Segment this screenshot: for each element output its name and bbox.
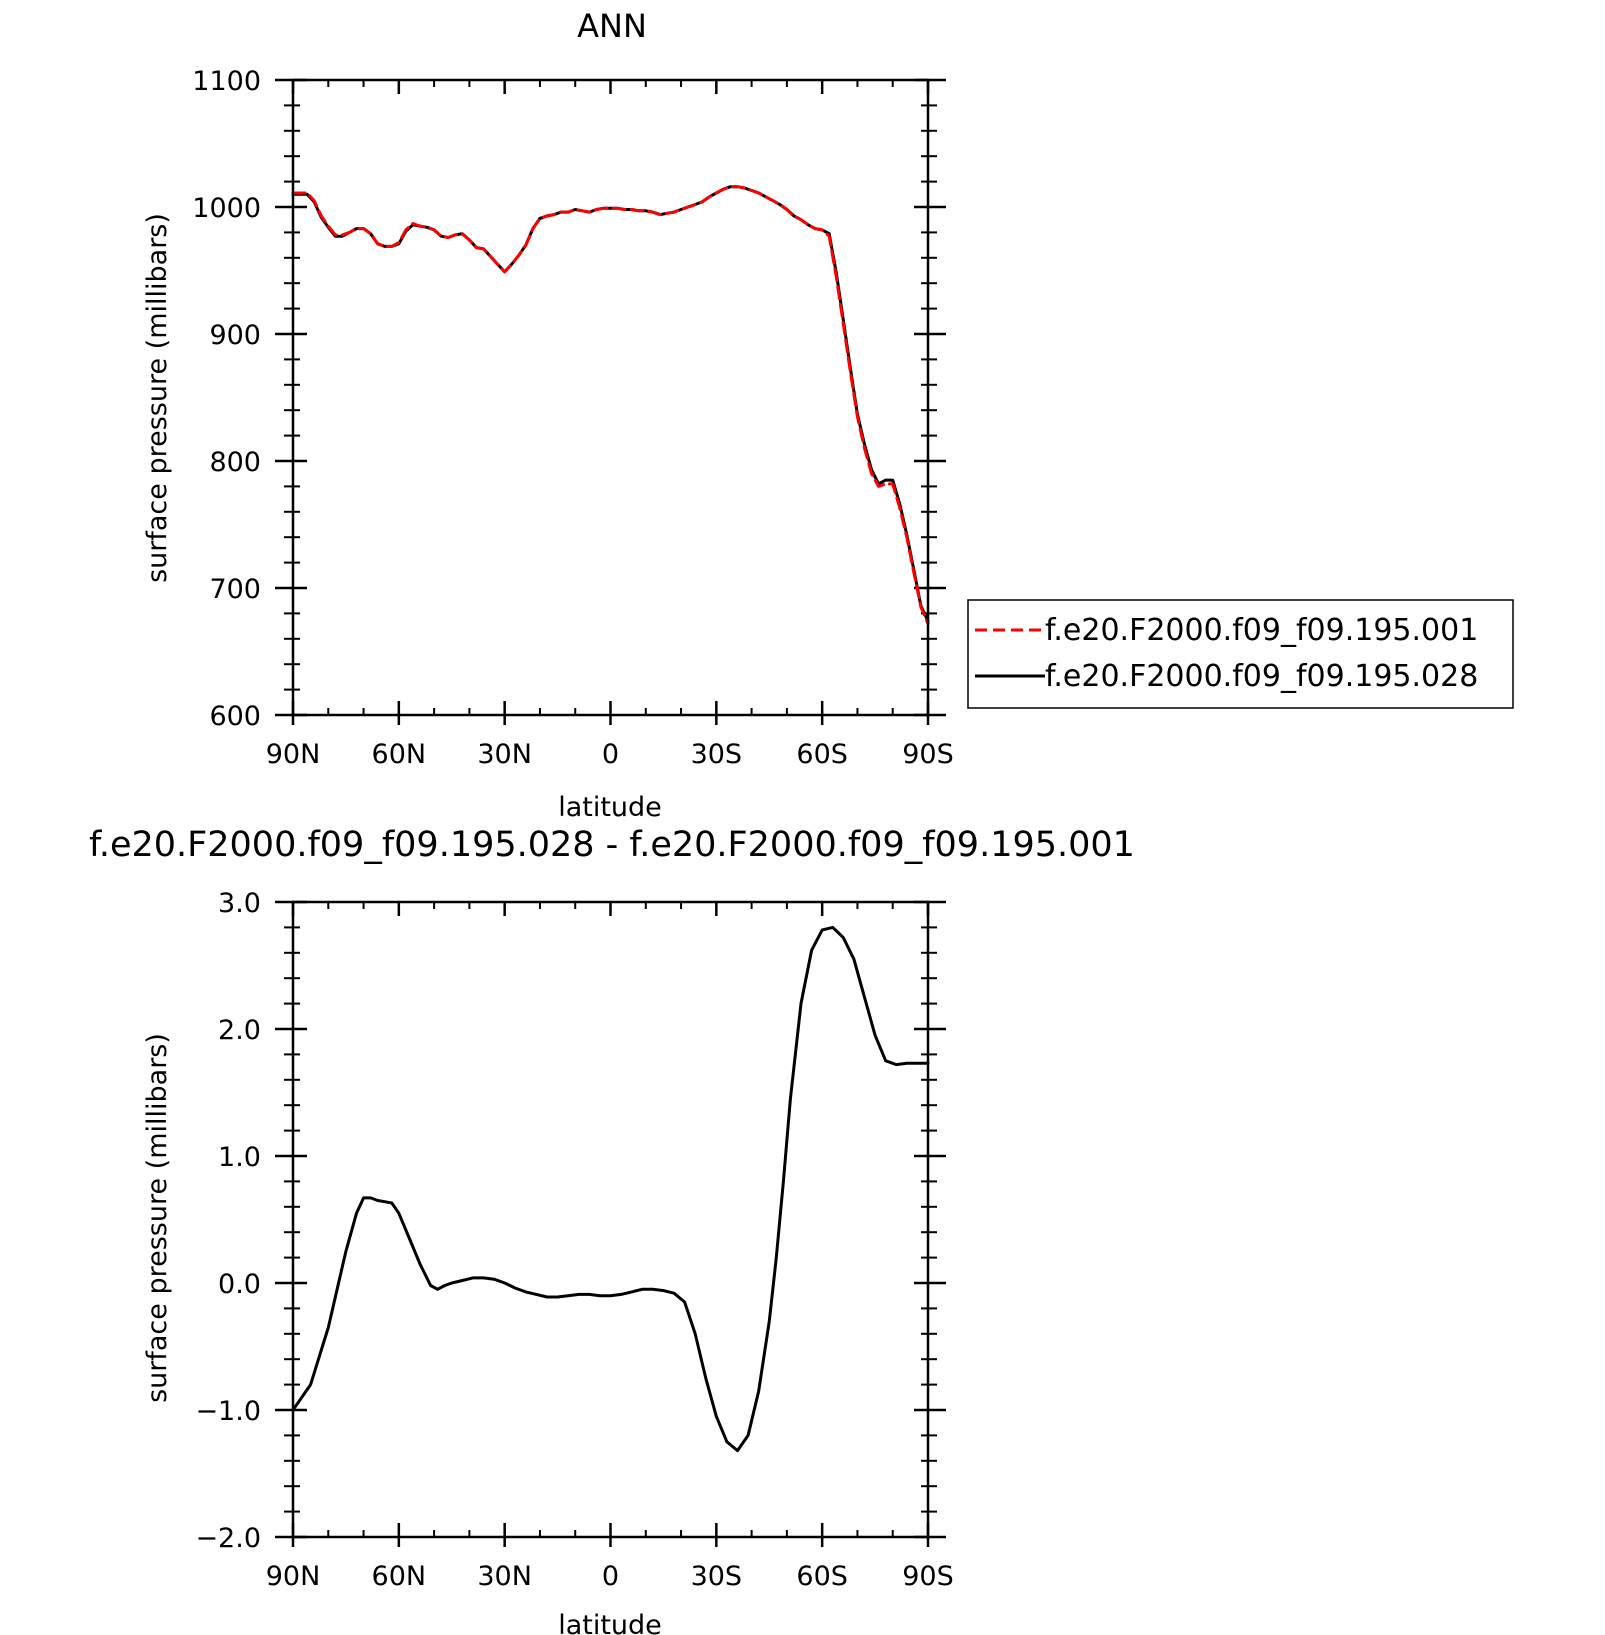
bottom-chart-lines — [291, 925, 930, 1453]
top-x-tick-label: 60S — [796, 739, 848, 770]
top-x-tick-label: 0 — [602, 739, 619, 770]
bottom-y-tick-label: 2.0 — [218, 1015, 261, 1046]
bottom-series-line-1 — [291, 925, 930, 1453]
bottom-y-tick-label: −1.0 — [195, 1396, 261, 1427]
top-y-tick-label: 600 — [209, 701, 261, 732]
top-chart-x-axis-label: latitude — [558, 792, 662, 823]
bottom-x-tick-label: 30N — [477, 1561, 532, 1592]
top-chart-x-tick-labels: 90N 60N 30N 0 30S 60S 90S — [266, 739, 954, 770]
bottom-x-tick-label: 90S — [902, 1561, 954, 1592]
bottom-x-tick-label: 0 — [602, 1561, 619, 1592]
bottom-y-tick-label: 3.0 — [218, 888, 261, 919]
bottom-y-tick-label: 0.0 — [218, 1269, 261, 1300]
top-y-tick-label: 900 — [209, 320, 261, 351]
bottom-x-tick-label: 60N — [372, 1561, 427, 1592]
top-chart-y-axis-label: surface pressure (millibars) — [142, 213, 173, 583]
top-x-tick-label: 90N — [266, 739, 321, 770]
bottom-chart-y-axis-label: surface pressure (millibars) — [142, 1033, 173, 1403]
legend-entry-series-1: f.e20.F2000.f09_f09.195.001 — [1045, 613, 1478, 648]
top-chart-title: ANN — [577, 7, 647, 45]
top-x-tick-label: 30N — [477, 739, 532, 770]
top-series-line-1 — [291, 185, 930, 626]
top-y-tick-label: 800 — [209, 447, 261, 478]
legend: f.e20.F2000.f09_f09.195.001 f.e20.F2000.… — [967, 599, 1514, 709]
top-chart: ANN 90N 60N 30N 0 30S 60S 90S 600 700 800 900 1000… — [142, 7, 954, 823]
bottom-chart: f.e20.F2000.f09_f09.195.028 - f.e20.F200… — [89, 825, 1135, 1635]
bottom-chart-title: f.e20.F2000.f09_f09.195.028 - f.e20.F200… — [89, 825, 1135, 865]
bottom-x-tick-label: 30S — [691, 1561, 743, 1592]
bottom-chart-x-tick-labels: 90N 60N 30N 0 30S 60S 90S — [266, 1561, 954, 1592]
top-x-tick-label: 30S — [691, 739, 743, 770]
bottom-x-tick-label: 60S — [796, 1561, 848, 1592]
top-chart-plot-frame — [291, 78, 930, 717]
bottom-chart-y-tick-labels: −2.0 −1.0 0.0 1.0 2.0 3.0 — [195, 888, 261, 1554]
legend-entry-series-2: f.e20.F2000.f09_f09.195.028 — [1045, 659, 1478, 694]
top-y-tick-label: 1100 — [192, 66, 261, 97]
top-x-tick-label: 90S — [902, 739, 954, 770]
top-x-tick-label: 60N — [372, 739, 427, 770]
top-y-tick-label: 700 — [209, 574, 261, 605]
legend-box — [967, 599, 1514, 709]
bottom-y-tick-label: −2.0 — [195, 1523, 261, 1554]
top-chart-lines — [291, 185, 930, 626]
top-y-tick-label: 1000 — [192, 193, 261, 224]
bottom-y-tick-label: 1.0 — [218, 1142, 261, 1173]
bottom-x-tick-label: 90N — [266, 1561, 321, 1592]
bottom-chart-plot-frame — [291, 900, 930, 1539]
top-chart-y-tick-labels: 600 700 800 900 1000 1100 — [192, 66, 261, 732]
bottom-chart-x-axis-label: latitude — [558, 1610, 662, 1635]
